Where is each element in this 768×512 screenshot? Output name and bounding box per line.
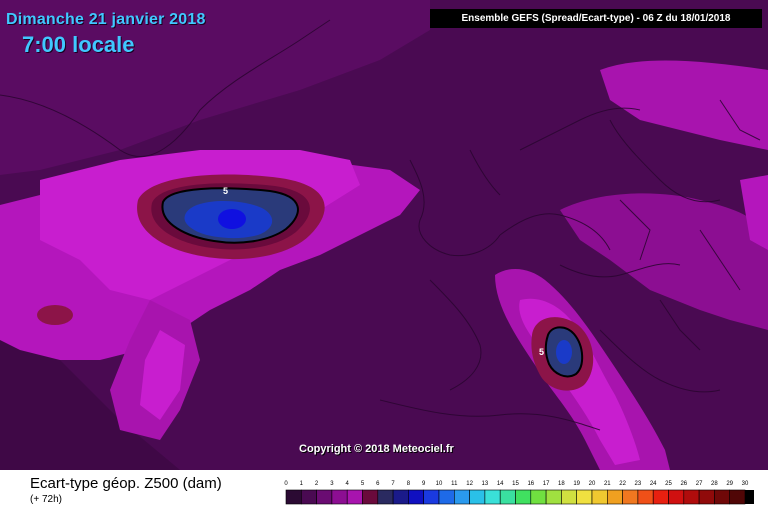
north-atlantic-band — [0, 0, 430, 175]
parameter-title: Ecart-type géop. Z500 (dam) — [30, 475, 222, 492]
east-edge-zone — [740, 175, 768, 250]
scale-swatch — [683, 489, 700, 505]
scale-tick-label: 15 — [512, 481, 519, 487]
scale-tick-label: 20 — [589, 481, 596, 487]
scale-swatch — [362, 489, 379, 505]
scale-swatch — [300, 489, 317, 505]
scale-tick-label: 6 — [376, 481, 380, 487]
scale-tick-label: 27 — [696, 481, 703, 487]
scale-swatch — [729, 489, 746, 505]
scale-swatch — [438, 489, 455, 505]
scale-swatch — [530, 489, 547, 505]
scale-swatch — [652, 489, 669, 505]
scale-tick-label: 17 — [543, 481, 550, 487]
scale-tick-label: 5 — [361, 481, 365, 487]
weather-map: 5 5 Dimanche 21 janvier 2018 7:00 locale… — [0, 0, 768, 470]
scale-tick-label: 16 — [527, 481, 534, 487]
scale-swatch — [454, 489, 470, 505]
scale-swatch — [499, 489, 516, 505]
east-europe-band — [560, 193, 768, 330]
scale-tick-label: 0 — [284, 481, 288, 487]
scale-swatch — [545, 489, 562, 505]
scale-swatch — [392, 489, 409, 505]
lead-time: (+ 72h) — [30, 494, 62, 505]
scale-tick-label: 13 — [482, 481, 489, 487]
scale-tick-label: 7 — [391, 481, 395, 487]
scale-tick-label: 19 — [573, 481, 580, 487]
italy-blue-core — [556, 340, 572, 364]
scale-swatch — [622, 489, 639, 505]
scale-tick-label: 29 — [726, 481, 733, 487]
atlantic-core — [218, 209, 246, 229]
scale-tick-label: 14 — [497, 481, 504, 487]
west-red-patch — [37, 305, 73, 325]
model-info-banner: Ensemble GEFS (Spread/Ecart-type) - 06 Z… — [430, 9, 762, 28]
southwest-band — [0, 330, 180, 470]
scale-swatch — [591, 489, 608, 505]
scale-swatch — [606, 489, 623, 505]
scale-tick-label: 28 — [711, 481, 718, 487]
scale-swatch — [637, 489, 654, 505]
scale-tick-label: 26 — [680, 481, 687, 487]
scale-tick-label: 30 — [742, 481, 749, 487]
scale-swatch — [469, 489, 486, 505]
scale-tick-label: 22 — [619, 481, 626, 487]
scale-swatch — [714, 489, 730, 505]
color-scale-legend: 0 1 2 3 4 5 6 7 8 9 10 11 12 13 14 15 16 17 18 19 20 21 22 23 24… — [284, 481, 754, 505]
scale-swatch — [561, 489, 577, 505]
contour-label-italy: 5 — [539, 347, 544, 357]
scale-tick-label: 8 — [407, 481, 411, 487]
scale-tick-label: 11 — [451, 481, 458, 487]
scale-swatch — [408, 489, 425, 505]
scale-tick-label: 24 — [650, 481, 657, 487]
scale-tick-label: 21 — [604, 481, 611, 487]
scale-swatch — [285, 489, 302, 505]
scale-swatch — [668, 489, 685, 505]
scale-tick-label: 23 — [635, 481, 642, 487]
contour-label-atlantic: 5 — [223, 186, 228, 196]
scale-tick-label: 25 — [665, 481, 672, 487]
scale-swatch — [515, 489, 532, 505]
scale-tick-label: 10 — [436, 481, 443, 487]
scale-tick-label: 4 — [346, 481, 350, 487]
scale-tick-label: 12 — [466, 481, 473, 487]
scale-tick-label: 3 — [330, 481, 334, 487]
scale-swatch — [346, 489, 363, 505]
scale-tick-label: 2 — [315, 481, 319, 487]
scandinavia-band — [600, 60, 768, 150]
scale-swatch — [316, 489, 333, 505]
scale-swatch — [576, 489, 593, 505]
iberia-arm-core — [140, 330, 185, 420]
scale-swatch — [484, 489, 501, 505]
forecast-date: Dimanche 21 janvier 2018 — [6, 11, 206, 28]
scale-swatch — [331, 489, 348, 505]
copyright-text: Copyright © 2018 Meteociel.fr — [299, 443, 454, 455]
coastlines — [0, 19, 761, 431]
spread-field: 5 5 — [0, 0, 768, 470]
scale-swatch — [698, 489, 715, 505]
scale-tick-label: 1 — [300, 481, 304, 487]
scale-swatch — [745, 490, 754, 504]
scale-swatch — [423, 489, 440, 505]
scale-swatch — [377, 489, 394, 505]
scale-tick-label: 9 — [422, 481, 426, 487]
forecast-time: 7:00 locale — [22, 32, 135, 57]
scale-tick-label: 18 — [558, 481, 565, 487]
